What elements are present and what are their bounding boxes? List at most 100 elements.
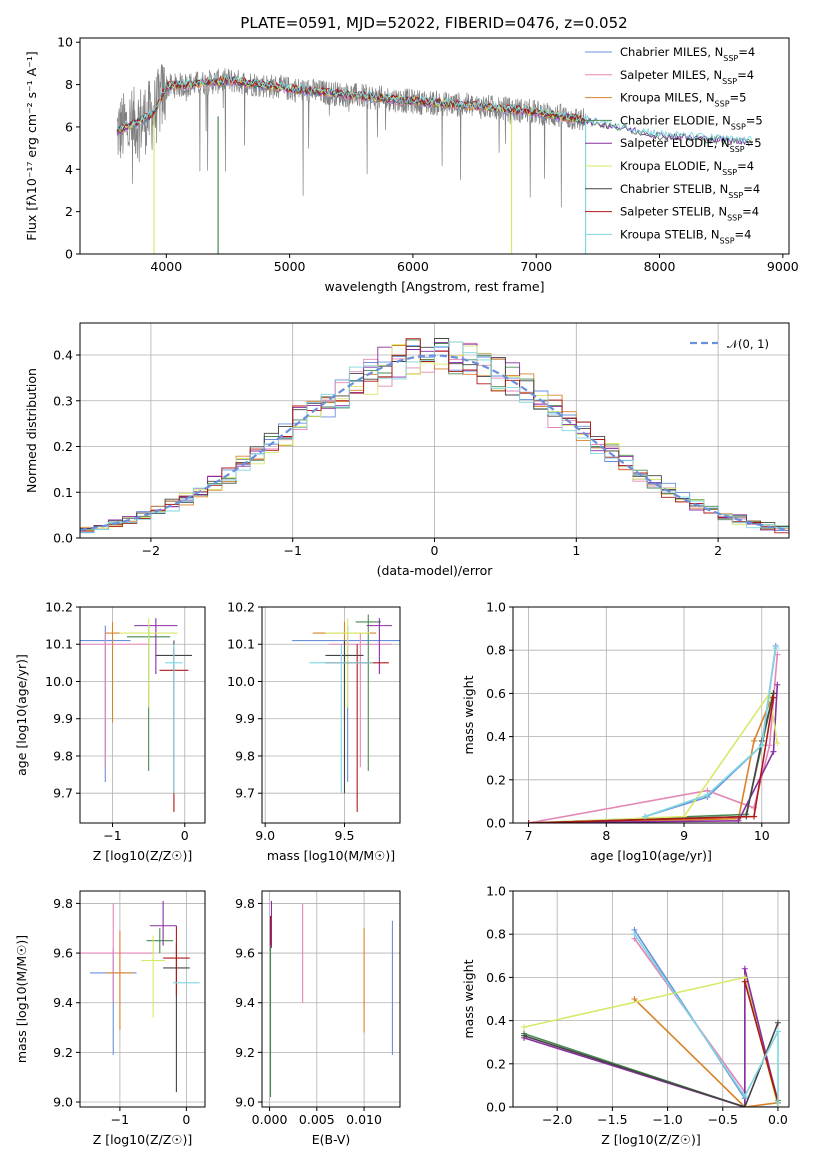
mass_vs_Z-panel: −1 0 9.0 9.2 9.4 9.6 9.8 Z [log10(Z/Z☉)] mass [l… bbox=[14, 890, 206, 1147]
mass_vs_ebv-xtick-label: 0.005 bbox=[299, 1112, 335, 1127]
age_vs_Z-xtick-label: 0 bbox=[181, 828, 189, 843]
residual_hist-ytick-label: 0.4 bbox=[53, 348, 73, 363]
legend-subscript: SSP bbox=[722, 168, 737, 177]
spectrum-xtick-label: 6000 bbox=[397, 259, 429, 274]
weight-point-marker bbox=[741, 965, 748, 972]
weight-series-line bbox=[528, 691, 779, 823]
legend-nssp: =4 bbox=[742, 205, 759, 219]
weight_vs_Z-xtick-label: −0.5 bbox=[708, 1112, 738, 1127]
weight_vs_Z-xtick-label: 0.0 bbox=[768, 1112, 788, 1127]
legend-subscript: SSP bbox=[727, 213, 742, 222]
weight-point-marker bbox=[766, 742, 773, 749]
weight_vs_age-ytick-label: 0.8 bbox=[486, 643, 506, 658]
age_vs_mass-panel: 9.0 9.5 9.7 9.8 9.9 10.0 10.1 10.2 mass [log10(M… bbox=[227, 600, 401, 863]
mass_vs_Z-ylabel: mass [log10(M/M☉)] bbox=[14, 935, 29, 1063]
spectrum-ytick-label: 2 bbox=[65, 204, 73, 219]
residual_hist-ytick-label: 0.2 bbox=[53, 439, 73, 454]
weight-point-marker bbox=[770, 748, 777, 755]
legend-subscript: SSP bbox=[722, 76, 737, 85]
weight_vs_age-frame bbox=[512, 606, 790, 824]
weight-point-marker bbox=[774, 1028, 781, 1035]
weight-point-marker bbox=[774, 740, 781, 747]
weight-point-marker bbox=[774, 1019, 781, 1026]
weight_vs_Z-ytick-label: 1.0 bbox=[486, 884, 506, 899]
legend-nssp: =5 bbox=[745, 136, 762, 150]
age_vs_Z-xlabel: Z [log10(Z/Z☉)] bbox=[93, 848, 193, 863]
spectrum-ytick-label: 10 bbox=[57, 35, 73, 50]
residual_hist-panel: −2 −1 0 1 2 0.0 0.1 0.2 0.3 0.4 (data-model)/error… bbox=[24, 322, 790, 578]
age_vs_mass-frame bbox=[261, 606, 401, 824]
weight-series-line bbox=[523, 1022, 779, 1107]
weight-point-marker bbox=[751, 813, 758, 820]
spectrum-ytick-label: 6 bbox=[65, 119, 73, 134]
weight-series-line bbox=[633, 933, 779, 1103]
legend-entry: Chabrier MILES, NSSP=4 bbox=[620, 45, 755, 63]
residual_hist-ylabel: Normed distribution bbox=[24, 368, 39, 493]
weight_vs_age-ytick-label: 0.6 bbox=[486, 686, 506, 701]
weight-point-marker bbox=[774, 1099, 781, 1106]
spectrum-ytick-label: 8 bbox=[65, 77, 73, 92]
mass_vs_ebv-xtick-label: 0.000 bbox=[252, 1112, 288, 1127]
weight_vs_age-ytick-label: 0.0 bbox=[486, 816, 506, 831]
weight-point-marker bbox=[521, 1024, 528, 1031]
residual_hist-xlabel: (data-model)/error bbox=[377, 563, 494, 578]
spectrum-xtick-label: 5000 bbox=[274, 259, 306, 274]
weight_vs_age-ylabel: mass weight bbox=[461, 675, 476, 754]
mass_vs_Z-ytick-label: 9.4 bbox=[53, 995, 73, 1010]
legend-nssp: =4 bbox=[743, 182, 760, 196]
age_vs_Z-frame bbox=[79, 606, 206, 824]
age_vs_Z-panel: −1 0 9.7 9.8 9.9 10.0 10.1 10.2 Z [log10(Z/Z☉)] a… bbox=[14, 600, 206, 863]
mass_vs_ebv-plot-area bbox=[269, 900, 393, 1098]
weight-point-marker bbox=[631, 996, 638, 1002]
weight_vs_Z-ytick-label: 0.2 bbox=[486, 1056, 506, 1071]
mass_vs_Z-ytick-label: 9.6 bbox=[53, 946, 73, 961]
histogram-step-line bbox=[80, 338, 789, 529]
weight-series-line bbox=[633, 998, 779, 1107]
weight-point-marker bbox=[772, 645, 779, 652]
age_vs_Z-ytick-label: 10.0 bbox=[45, 674, 73, 689]
mass_vs_Z-ytick-label: 9.0 bbox=[53, 1095, 73, 1110]
weight_vs_age-xlabel: age [log10(age/yr)] bbox=[590, 848, 712, 863]
legend-subscript: SSP bbox=[730, 145, 745, 154]
legend-subscript: SSP bbox=[720, 236, 735, 245]
spectrum-plot-area bbox=[116, 64, 753, 254]
age_vs_Z-ytick-label: 10.1 bbox=[45, 637, 73, 652]
legend-entry: Kroupa STELIB, NSSP=4 bbox=[620, 227, 751, 245]
weight-point-marker bbox=[770, 694, 777, 701]
legend-subscript: SSP bbox=[715, 99, 730, 108]
legend-entry: Salpeter ELODIE, NSSP=5 bbox=[620, 136, 762, 154]
legend-entry: Salpeter MILES, NSSP=4 bbox=[620, 68, 754, 86]
legend-nssp: =4 bbox=[738, 45, 755, 59]
legend-nssp: =5 bbox=[730, 91, 747, 105]
mass_vs_Z-frame bbox=[79, 890, 206, 1108]
age_vs_mass-xlabel: mass [log10(M/M☉)] bbox=[267, 848, 395, 863]
residual_hist-xtick-label: 0 bbox=[431, 543, 439, 558]
residual_hist-ytick-label: 0.1 bbox=[53, 485, 73, 500]
weight-series-line bbox=[523, 968, 779, 1107]
weight_vs_Z-xtick-label: −2.0 bbox=[542, 1112, 572, 1127]
age_vs_Z-plot-area bbox=[80, 618, 192, 812]
spectrum-frame bbox=[79, 37, 790, 255]
weight_vs_Z-ytick-label: 0.4 bbox=[486, 1013, 506, 1028]
mass_vs_ebv-ytick-label: 9.0 bbox=[235, 1095, 255, 1110]
residual_hist-xtick-label: 1 bbox=[572, 543, 580, 558]
age_vs_mass-ytick-label: 10.0 bbox=[227, 674, 255, 689]
mass_vs_ebv-ytick-label: 9.4 bbox=[235, 995, 255, 1010]
spectrum-xlabel: wavelength [Angstrom, rest frame] bbox=[324, 279, 544, 294]
weight-series-line bbox=[744, 981, 779, 1103]
spectrum-data-line bbox=[116, 64, 586, 208]
spectrum-ytick-label: 4 bbox=[65, 162, 73, 177]
legend-entry: Kroupa ELODIE, NSSP=4 bbox=[620, 159, 754, 177]
residual_hist-xtick-label: −2 bbox=[142, 543, 160, 558]
normal-reference-curve bbox=[80, 354, 789, 532]
weight-point-marker bbox=[525, 820, 532, 823]
residual_hist-xtick-label: −1 bbox=[283, 543, 301, 558]
weight_vs_Z-frame bbox=[512, 890, 790, 1108]
spectrum-legend: Chabrier MILES, NSSP=4 Salpeter MILES, NS… bbox=[585, 45, 763, 245]
weight_vs_age-xtick-label: 7 bbox=[525, 828, 533, 843]
legend-nssp: =5 bbox=[746, 113, 763, 127]
weight_vs_age-ytick-label: 1.0 bbox=[486, 600, 506, 615]
weight_vs_age-panel: 7 8 9 10 0.0 0.2 0.4 0.6 0.8 1.0 age [log10(age/yr… bbox=[461, 600, 790, 863]
weight-point-marker bbox=[741, 1104, 748, 1107]
spectrum-ylabel: Flux [fλ10⁻¹⁷ erg cm⁻² s⁻¹ A⁻¹] bbox=[24, 51, 39, 240]
